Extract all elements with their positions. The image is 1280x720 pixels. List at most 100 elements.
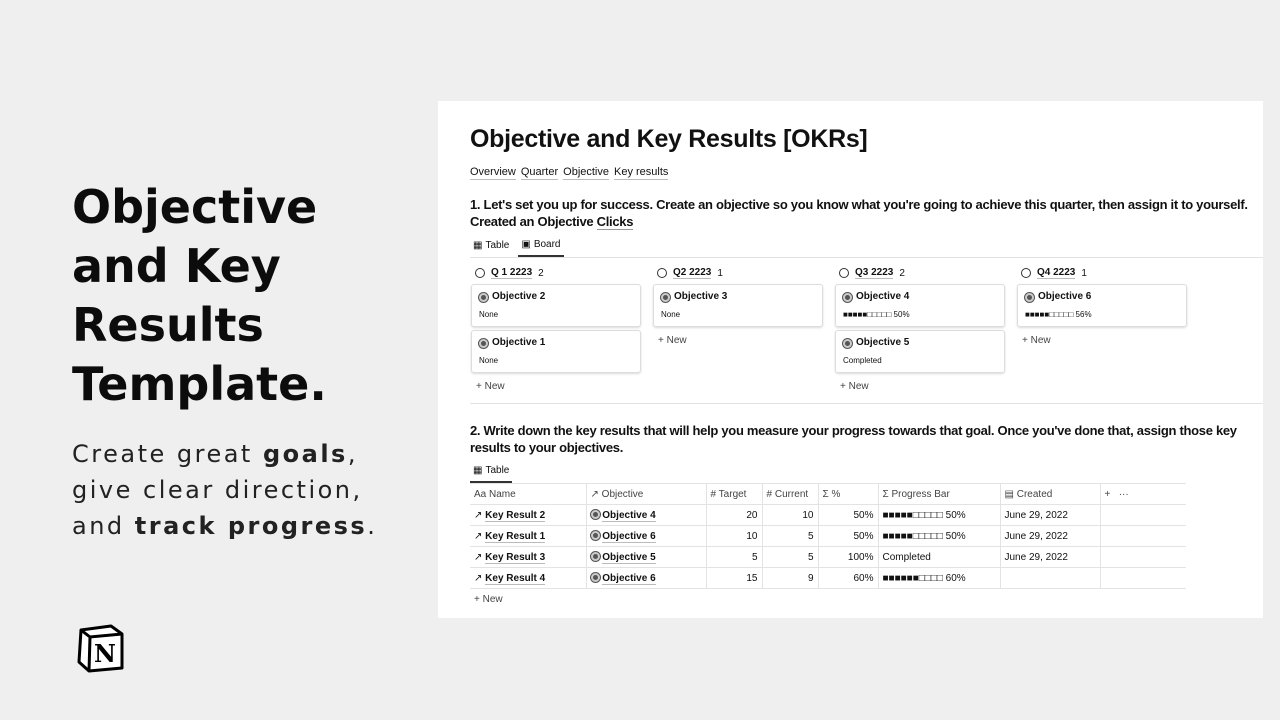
key-result-link[interactable]: Key Result 2	[485, 509, 546, 522]
target-cell[interactable]: 5	[705, 546, 763, 568]
sub-bold: goals	[262, 440, 348, 468]
current-cell[interactable]: 10	[761, 504, 819, 526]
sub-text: and	[72, 512, 135, 540]
new-row-button[interactable]: + New	[474, 594, 503, 605]
board-column: Q 1 2223 2 Objective 2 None Objective 1 None +…	[471, 265, 641, 393]
objective-link[interactable]: Objective 4	[602, 509, 656, 522]
new-card-button[interactable]: + New	[476, 381, 505, 392]
link-key-results[interactable]: Key results	[614, 166, 669, 180]
link-quarter[interactable]: Quarter	[520, 166, 559, 180]
card-progress: None	[479, 310, 499, 319]
hero-subtitle: Create great goals, give clear direction…	[72, 436, 377, 544]
empty-cell	[1099, 567, 1186, 589]
objective-link[interactable]: Objective 6	[602, 530, 656, 543]
table-row[interactable]: ↗ Key Result 4 Objective 6 15 9 60% ■■■■…	[470, 567, 1186, 589]
card-title: Objective 5	[856, 337, 910, 348]
link-overview[interactable]: Overview	[470, 166, 516, 180]
objective-link[interactable]: Objective 6	[602, 572, 656, 585]
trend-icon: ↗	[474, 530, 483, 542]
column-header[interactable]: # Current	[761, 483, 819, 505]
card-title: Objective 6	[1038, 291, 1092, 302]
objective-card[interactable]: Objective 2 None	[471, 284, 641, 327]
tab-table[interactable]: ▦ Table	[470, 236, 512, 257]
add-column[interactable]: + ···	[1099, 483, 1186, 505]
quarter-label[interactable]: Q4 2223	[1037, 267, 1076, 279]
key-result-link[interactable]: Key Result 4	[485, 572, 546, 585]
target-cell[interactable]: 10	[705, 525, 763, 547]
new-label: New	[666, 335, 687, 346]
column-header[interactable]: ↗ Objective	[585, 483, 707, 505]
quarter-label[interactable]: Q 1 2223	[491, 267, 533, 279]
hero-line: Objective	[72, 180, 318, 234]
new-label: New	[848, 381, 869, 392]
step1-text: 1. Let's set you up for success. Create …	[470, 197, 1248, 212]
objective-card[interactable]: Objective 4 ■■■■■□□□□□ 50%	[835, 284, 1005, 327]
new-card-button[interactable]: + New	[840, 381, 869, 392]
count: 1	[717, 267, 723, 279]
column-label: Progress Bar	[891, 488, 950, 500]
target-cell[interactable]: 20	[705, 504, 763, 526]
target-icon	[843, 338, 852, 348]
link-objective[interactable]: Objective	[563, 166, 609, 180]
clicks-link[interactable]: Clicks	[596, 214, 634, 230]
column-header[interactable]: Σ Progress Bar	[877, 483, 1001, 505]
column-header[interactable]: ▤ Created	[999, 483, 1101, 505]
objective-card[interactable]: Objective 3 None	[653, 284, 823, 327]
column-type-icon: #	[766, 488, 773, 500]
card-title: Objective 3	[674, 291, 728, 302]
tab-table[interactable]: ▦ Table	[470, 462, 513, 483]
created-cell: June 29, 2022	[999, 525, 1101, 547]
created-cell: June 29, 2022	[999, 504, 1101, 526]
plus-icon[interactable]: +	[1104, 488, 1111, 500]
column-header[interactable]: # Target	[705, 483, 763, 505]
objective-link[interactable]: Objective 5	[602, 551, 656, 564]
column-header[interactable]: Σ %	[817, 483, 879, 505]
percent-cell: 60%	[817, 567, 879, 589]
new-label: New	[1030, 335, 1051, 346]
column-header[interactable]: Aa Name	[470, 483, 587, 505]
status-circle-icon	[475, 268, 485, 278]
table-row[interactable]: ↗ Key Result 3 Objective 5 5 5 100% Comp…	[470, 546, 1186, 568]
current-cell[interactable]: 5	[761, 546, 819, 568]
table-row[interactable]: ↗ Key Result 2 Objective 4 20 10 50% ■■■…	[470, 504, 1186, 526]
current-cell[interactable]: 9	[761, 567, 819, 589]
new-card-button[interactable]: + New	[1022, 335, 1051, 346]
card-progress: None	[479, 356, 499, 365]
column-label: Created	[1016, 488, 1053, 500]
progress-bar-cell: Completed	[877, 546, 1001, 568]
sub-text: Create great	[72, 440, 263, 468]
column-type-icon: Σ	[822, 488, 829, 500]
status-circle-icon	[657, 268, 667, 278]
target-cell[interactable]: 15	[705, 567, 763, 589]
objective-card[interactable]: Objective 5 Completed	[835, 330, 1005, 373]
new-card-button[interactable]: + New	[658, 335, 687, 346]
divider	[470, 257, 1263, 258]
sub-bold: track progress	[134, 512, 368, 540]
more-icon[interactable]: ···	[1118, 488, 1129, 500]
quarter-label[interactable]: Q3 2223	[855, 267, 894, 279]
table-icon: ▦	[473, 240, 483, 251]
column-label: Target	[718, 488, 747, 500]
objective-card[interactable]: Objective 1 None	[471, 330, 641, 373]
tab-label: Table	[485, 465, 510, 476]
hero-line: and Key	[72, 239, 281, 293]
key-result-link[interactable]: Key Result 1	[485, 530, 546, 543]
column-type-icon: Aa	[474, 488, 487, 500]
count: 1	[1081, 267, 1087, 279]
card-progress: None	[661, 310, 681, 319]
current-cell[interactable]: 5	[761, 525, 819, 547]
table-icon: ▦	[473, 465, 483, 476]
key-result-link[interactable]: Key Result 3	[485, 551, 546, 564]
column-type-icon: ▤	[1004, 488, 1014, 500]
table-row[interactable]: ↗ Key Result 1 Objective 6 10 5 50% ■■■■…	[470, 525, 1186, 547]
svg-text:N: N	[94, 639, 116, 668]
step1-heading: 1. Let's set you up for success. Create …	[470, 196, 1260, 230]
target-icon	[590, 573, 600, 583]
target-icon	[590, 531, 600, 541]
objective-card[interactable]: Objective 6 ■■■■■□□□□□ 56%	[1017, 284, 1187, 327]
tab-board[interactable]: ▣ Board	[518, 236, 564, 257]
board-column: Q4 2223 1 Objective 6 ■■■■■□□□□□ 56% + New	[1017, 265, 1187, 393]
count: 2	[899, 267, 905, 279]
quarter-label[interactable]: Q2 2223	[673, 267, 712, 279]
column-type-icon: #	[710, 488, 717, 500]
